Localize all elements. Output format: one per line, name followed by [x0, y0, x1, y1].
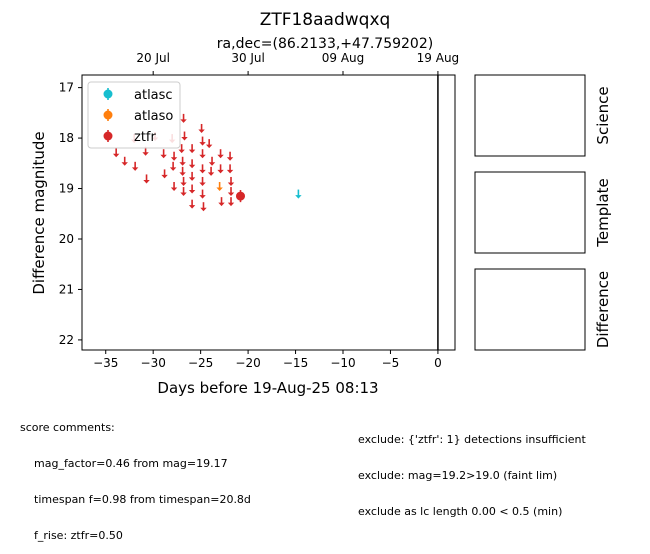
upper-limit-marker: [208, 156, 216, 166]
exclusion-comments: exclude: {'ztfr': 1} detections insuffic…: [358, 410, 586, 530]
upper-limit-marker: [131, 161, 139, 171]
upper-limit-marker: [295, 189, 302, 199]
upper-limit-marker: [188, 144, 196, 154]
x-tick-label: 0: [434, 356, 442, 370]
y-axis-label: Difference magnitude: [30, 131, 48, 294]
upper-limit-marker: [227, 176, 235, 186]
upper-limit-marker: [169, 161, 177, 171]
top-tick-label: 19 Aug: [417, 51, 460, 65]
upper-limit-marker: [218, 197, 225, 207]
upper-limit-marker: [179, 156, 186, 166]
top-tick-label: 09 Aug: [322, 51, 365, 65]
template-panel: Template: [474, 171, 612, 254]
legend: atlasc atlaso ztfr: [87, 81, 181, 149]
legend-box: [87, 81, 181, 149]
science-panel: Science: [474, 74, 612, 157]
top-date-axis: 20 Jul 30 Jul 09 Aug 19 Aug: [136, 51, 459, 75]
legend-entry: atlaso: [103, 109, 173, 124]
upper-limit-marker: [181, 131, 188, 141]
chart-title: ZTF18aadwqxq: [260, 10, 391, 30]
legend-label: atlasc: [134, 88, 173, 103]
legend-label: atlaso: [134, 109, 173, 124]
image-panels: Science Template Difference: [474, 74, 612, 351]
upper-limit-marker: [143, 174, 150, 184]
science-panel-label: Science: [594, 86, 612, 144]
upper-limit-marker: [199, 164, 206, 174]
upper-limit-marker: [178, 144, 185, 154]
y-tick-label: 20: [59, 232, 74, 246]
legend-entry: atlasc: [103, 88, 173, 103]
detection-marker: [236, 190, 246, 203]
upper-limit-marker: [179, 166, 186, 176]
x-axis-label: Days before 19-Aug-25 08:13: [157, 379, 378, 397]
y-tick-label: 19: [59, 182, 74, 196]
upper-limit-marker: [170, 182, 178, 192]
template-panel-label: Template: [594, 178, 612, 247]
x-tick-label: −30: [141, 356, 166, 370]
score-comment-line: f_rise: ztfr=0.50: [34, 529, 123, 542]
y-tick-label: 18: [59, 131, 74, 145]
score-comments-header: score comments:: [20, 421, 115, 434]
legend-marker: [103, 131, 113, 141]
score-comment-line: timespan f=0.98 from timespan=20.8d: [34, 493, 251, 506]
top-tick-label: 20 Jul: [136, 51, 170, 65]
difference-panel-frame: [474, 268, 586, 351]
upper-limit-marker: [207, 166, 215, 176]
upper-limit-marker: [199, 136, 206, 146]
x-tick-label: −10: [330, 356, 355, 370]
x-axis: −35 −30 −25 −20 −15 −10 −5 0: [93, 350, 442, 370]
upper-limit-marker: [216, 182, 223, 192]
plot-frame: [81, 74, 456, 351]
upper-limit-marker: [180, 113, 187, 123]
upper-limit-marker: [226, 151, 234, 161]
upper-limit-marker: [217, 164, 224, 174]
x-tick-label: −35: [93, 356, 118, 370]
top-tick-label: 30 Jul: [231, 51, 265, 65]
exclusion-comment-line: exclude: mag=19.2>19.0 (faint lim): [358, 469, 558, 482]
legend-marker: [103, 89, 113, 99]
upper-limit-marker: [121, 156, 128, 166]
exclusion-comment-line: exclude as lc length 0.00 < 0.5 (min): [358, 505, 563, 518]
y-tick-label: 22: [59, 333, 74, 347]
template-panel-frame: [474, 171, 586, 254]
upper-limit-marker: [227, 187, 235, 197]
upper-limit-marker: [170, 151, 178, 161]
upper-limit-marker: [180, 187, 187, 197]
upper-limit-marker: [200, 202, 207, 212]
science-panel-frame: [474, 74, 586, 157]
lightcurve-figure: ZTF18aadwqxq ra,dec=(86.2133,+47.759202)…: [30, 10, 612, 397]
x-tick-label: −15: [283, 356, 308, 370]
legend-label: ztfr: [134, 130, 156, 145]
upper-limit-marker: [226, 164, 234, 174]
exclusion-comment-line: exclude: {'ztfr': 1} detections insuffic…: [358, 433, 586, 446]
x-tick-label: −25: [188, 356, 213, 370]
upper-limit-marker: [188, 171, 196, 181]
y-tick-label: 17: [59, 81, 74, 95]
upper-limit-marker: [180, 176, 187, 186]
y-tick-label: 21: [59, 282, 74, 296]
score-comments: score comments: mag_factor=0.46 from mag…: [20, 398, 251, 554]
score-comment-line: mag_factor=0.46 from mag=19.17: [34, 457, 228, 470]
upper-limit-marker: [161, 169, 168, 179]
chart-subtitle: ra,dec=(86.2133,+47.759202): [217, 36, 433, 52]
upper-limit-marker: [199, 189, 206, 199]
legend-entry: ztfr: [103, 130, 156, 145]
y-axis: 17 18 19 20 21 22: [59, 81, 82, 347]
x-tick-label: −5: [382, 356, 400, 370]
upper-limit-marker: [227, 197, 235, 207]
upper-limit-marker: [188, 159, 196, 169]
upper-limit-marker: [205, 139, 213, 149]
upper-limit-marker: [188, 199, 196, 209]
upper-limit-marker: [198, 123, 205, 133]
legend-marker: [103, 110, 113, 120]
difference-panel-label: Difference: [594, 271, 612, 348]
difference-panel: Difference: [474, 268, 612, 351]
upper-limit-marker: [160, 149, 167, 159]
upper-limit-marker: [112, 148, 120, 158]
upper-limit-marker: [199, 149, 206, 159]
upper-limit-marker: [199, 176, 206, 186]
upper-limit-marker: [217, 149, 224, 159]
upper-limit-marker: [188, 184, 196, 194]
x-tick-label: −20: [235, 356, 260, 370]
